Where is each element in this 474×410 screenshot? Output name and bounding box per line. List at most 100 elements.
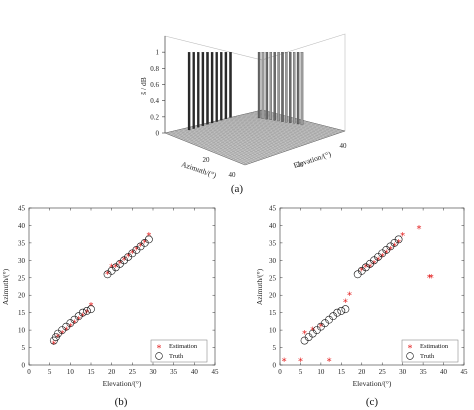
floor-grid-line — [240, 115, 323, 139]
x-tick-label: 0 — [278, 368, 282, 376]
y-tick-label: 10 — [269, 327, 277, 335]
legend-label: Estimation — [420, 343, 449, 350]
y-tick-label: 45 — [269, 205, 277, 213]
axis-ticks: 0 5 10 15 20 25 30 35 40 45 0 5 10 15 20 25 30 35 40 45 — [18, 205, 219, 377]
bar — [197, 52, 200, 128]
x-axis-label: Elevation/(°) — [103, 379, 142, 388]
x-tick-label: 5 — [299, 368, 303, 376]
floor-grid-line — [230, 127, 331, 160]
bar — [285, 52, 288, 123]
floor-grid-line — [247, 113, 331, 137]
estimation-point: * — [417, 224, 422, 235]
axis-ticks: 0 5 10 15 20 25 30 35 40 45 0 5 10 15 20 25 30 35 40 45 — [269, 205, 468, 377]
floor-grid-line — [206, 120, 306, 150]
legend-label: Truth — [420, 353, 435, 360]
data-marks: * * **** * * * * * * * * ****** * * — [282, 224, 434, 368]
legend-label: Truth — [169, 353, 184, 360]
floor-grid-line — [220, 119, 303, 146]
y-tick-label: 25 — [18, 274, 26, 282]
z-axis-label: ŝ / dB — [139, 77, 148, 95]
y-tick-label: 20 — [18, 292, 26, 300]
estimation-point: * — [51, 339, 56, 350]
bar — [261, 52, 265, 119]
estimation-point: * — [310, 325, 315, 336]
y-tick-label: 35 — [269, 239, 277, 247]
y-tick-label: 40 — [18, 222, 26, 230]
floor-grid-line — [237, 115, 321, 140]
asterisk-marker-icon: * — [157, 343, 162, 354]
estimation-point: * — [396, 238, 401, 249]
floor-grid-line — [236, 128, 337, 162]
estimation-point: * — [146, 231, 151, 242]
y-tick-label: 0 — [22, 362, 26, 370]
legend-box — [150, 339, 208, 363]
y-tick-label: 45 — [18, 205, 26, 213]
bar — [281, 52, 284, 122]
estimation-point: * — [367, 263, 372, 274]
y-tick-label: 40 — [340, 142, 348, 150]
plot-frame — [28, 207, 216, 366]
floor-grid-line — [230, 117, 313, 143]
floor-grid-line — [234, 128, 335, 162]
bar-group — [187, 52, 304, 131]
x-tick-label: 20 — [108, 368, 116, 376]
legend-label: Estimation — [169, 343, 198, 350]
floor-grid-line — [224, 125, 325, 158]
y-tick-label: 20 — [297, 161, 305, 169]
x-tick-label: 0 — [27, 368, 31, 376]
bar — [273, 52, 276, 121]
bar — [265, 52, 269, 120]
x-axis-label: Elevation/(°) — [353, 379, 392, 388]
floor-grid-line — [208, 121, 308, 151]
z-axis: 0 0.2 0.4 0.6 0.8 1 — [150, 36, 166, 138]
bar — [269, 52, 273, 120]
x-tick-label: 30 — [399, 368, 407, 376]
circle-marker-icon — [155, 352, 163, 360]
floor-grid-line — [220, 124, 321, 156]
x-tick-label: 40 — [229, 171, 237, 179]
floor-grid-line — [215, 120, 298, 148]
estimation-point: * — [343, 297, 348, 308]
estimation-point: * — [76, 315, 81, 326]
estimation-point: * — [117, 259, 122, 270]
estimation-point: * — [109, 263, 114, 274]
estimation-point: * — [130, 249, 135, 260]
bar — [300, 52, 304, 125]
bar — [277, 52, 280, 122]
x-tick-label: 40 — [440, 368, 448, 376]
y-tick-label: 35 — [18, 239, 26, 247]
bar — [201, 52, 205, 126]
floor-grid-line — [210, 121, 310, 152]
bar — [210, 52, 214, 124]
y-tick-label: 30 — [18, 257, 26, 265]
z-tick-label: 0.2 — [150, 113, 159, 121]
bar — [289, 52, 292, 123]
floor-grid-line — [228, 117, 311, 144]
floor-grid-line — [240, 129, 341, 164]
y-tick-label: 5 — [22, 344, 26, 352]
x-tick-label: 45 — [461, 368, 469, 376]
floor-grid-line — [242, 130, 343, 165]
floor-grid-line — [218, 120, 301, 147]
y-tick-label: 10 — [18, 327, 26, 335]
z-tick-label: 0.4 — [150, 97, 159, 105]
estimation-point: * — [84, 308, 89, 319]
floor-grid-line — [216, 123, 316, 154]
estimation-point: * — [282, 357, 287, 368]
estimation-point: * — [347, 290, 352, 301]
estimation-point: * — [302, 329, 307, 340]
y-tick-label: 15 — [269, 309, 277, 317]
estimation-point: * — [359, 266, 364, 277]
floor-grid-line — [235, 116, 318, 141]
floor-grid-line — [225, 118, 308, 144]
bar — [224, 52, 228, 119]
floor-grid-line — [218, 124, 319, 155]
x-tick-label: 10 — [67, 368, 75, 376]
estimation-point: * — [388, 245, 393, 256]
estimation-point: * — [376, 256, 381, 267]
x-tick-label: 20 — [358, 368, 366, 376]
legend: * Estimation Truth — [401, 339, 459, 363]
bar — [187, 52, 191, 131]
z-tick-label: 0 — [156, 130, 160, 138]
